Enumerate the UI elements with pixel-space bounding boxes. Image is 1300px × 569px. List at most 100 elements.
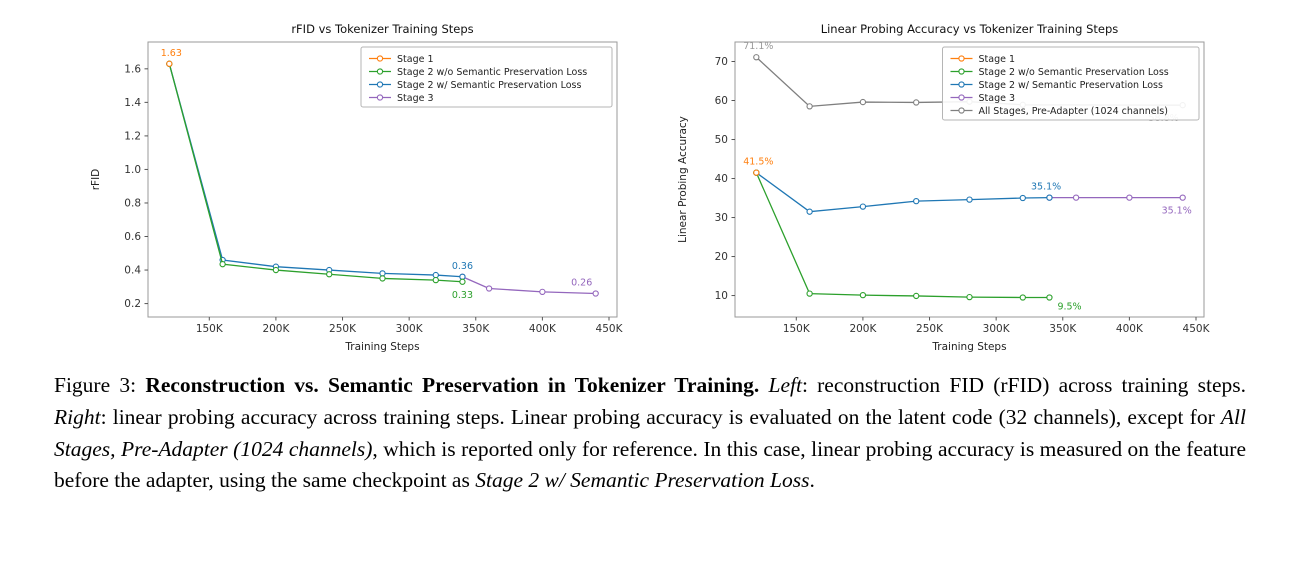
data-point-marker	[272, 266, 280, 274]
x-tick-label: 150K	[783, 323, 811, 335]
series-stage-2-w-semantic-preservation-loss	[753, 169, 1053, 215]
point-annotation: 1.63	[161, 48, 182, 59]
data-point-marker	[1019, 194, 1026, 202]
data-point-marker	[966, 293, 973, 301]
legend-marker-icon	[958, 55, 965, 62]
data-point-marker	[326, 271, 333, 278]
data-point-marker	[859, 203, 867, 210]
legend-label: Stage 2 w/ Semantic Preservation Loss	[979, 80, 1163, 91]
x-tick-label: 450K	[1183, 323, 1211, 335]
y-tick-label: 1.0	[124, 164, 141, 176]
y-tick-label: 50	[715, 134, 728, 146]
x-tick-label: 450K	[596, 323, 624, 335]
legend-marker-icon	[376, 55, 384, 62]
point-annotation: 9.5%	[1057, 301, 1081, 312]
y-tick-label: 70	[715, 56, 728, 68]
legend-box	[942, 46, 1200, 121]
y-tick-label: 1.2	[124, 130, 141, 142]
point-annotation: 35.1%	[1162, 206, 1192, 217]
legend: Stage 1 Stage 2 w/o Semantic Preservation…	[360, 46, 613, 108]
axes: 150K 200K 250K 300K 350K 400K 450K 0.2 0.4 0.6 0.8…	[90, 22, 624, 353]
x-tick-label: 200K	[262, 323, 290, 335]
x-axis-label: Training Steps	[344, 341, 419, 353]
caption-segment: Reconstruction vs. Semantic Preservation…	[145, 373, 760, 397]
legend-label: Stage 3	[979, 93, 1016, 104]
y-tick-label: 1.6	[124, 63, 141, 75]
legend-marker-icon	[958, 107, 965, 114]
figure-caption: Figure 3: Reconstruction vs. Semantic Pr…	[54, 370, 1246, 497]
series-stage-1	[166, 60, 173, 67]
legend-marker-icon	[958, 81, 965, 88]
legend: Stage 1 Stage 2 w/o Semantic Preservation…	[942, 46, 1200, 121]
legend-marker-icon	[376, 81, 384, 88]
y-tick-label: 60	[715, 95, 728, 107]
data-point-marker	[966, 196, 973, 203]
y-axis-label: Linear Probing Accuracy	[677, 116, 689, 243]
x-tick-label: 250K	[916, 323, 944, 335]
series-stage-1	[753, 169, 760, 176]
caption-segment	[759, 373, 768, 397]
data-point-marker	[166, 60, 173, 67]
data-point-marker	[806, 208, 813, 215]
legend-box	[360, 46, 613, 108]
caption-segment: Right	[54, 404, 101, 429]
caption-segment: : reconstruction FID (rFID) across train…	[801, 373, 1247, 397]
data-point-marker	[432, 271, 439, 279]
data-point-marker	[859, 98, 867, 106]
point-annotation: 0.26	[571, 278, 592, 289]
data-point-marker	[913, 197, 920, 205]
data-point-marker	[1072, 194, 1080, 201]
linear-probing-chart: 150K 200K 250K 300K 350K 400K 450K 10 20 30 40 50 60…	[677, 22, 1211, 353]
y-tick-label: 0.2	[124, 298, 141, 310]
series-stage-2-w-o-semantic-preservation-loss	[753, 169, 1053, 301]
x-tick-label: 350K	[462, 323, 490, 335]
y-tick-label: 0.6	[124, 231, 141, 243]
legend-marker-icon	[376, 94, 384, 101]
series-group	[166, 60, 599, 297]
legend-label: Stage 3	[397, 93, 434, 104]
point-annotation: 71.1%	[743, 41, 773, 52]
x-tick-label: 350K	[1049, 323, 1077, 335]
legend-label: Stage 2 w/ Semantic Preservation Loss	[397, 80, 581, 91]
data-point-marker	[1019, 294, 1026, 301]
axes: 150K 200K 250K 300K 350K 400K 450K 10 20 30 40 50 60…	[677, 22, 1211, 353]
legend-marker-icon	[958, 94, 965, 101]
caption-segment: : linear probing accuracy across trainin…	[100, 404, 1221, 429]
point-annotation: 41.5%	[743, 157, 773, 168]
data-point-marker	[1179, 194, 1186, 201]
rfid-chart: 150K 200K 250K 300K 350K 400K 450K 0.2 0.4 0.6 0.8…	[90, 22, 624, 353]
data-point-marker	[753, 54, 760, 61]
data-point-marker	[539, 288, 546, 295]
point-annotation: 0.36	[452, 261, 473, 272]
legend-label: Stage 2 w/o Semantic Preservation Loss	[397, 67, 587, 78]
y-tick-label: 10	[715, 290, 728, 302]
data-point-marker	[859, 292, 867, 299]
y-tick-label: 40	[715, 173, 728, 185]
point-annotation: 35.1%	[1031, 182, 1061, 193]
data-point-marker	[1126, 194, 1133, 201]
y-tick-label: 1.4	[124, 97, 141, 109]
y-tick-label: 0.8	[124, 197, 141, 209]
data-point-marker	[1046, 294, 1053, 301]
data-point-marker	[459, 273, 466, 280]
data-point-marker	[913, 99, 920, 106]
legend-label: All Stages, Pre-Adapter (1024 channels)	[979, 106, 1168, 117]
y-tick-label: 20	[715, 251, 728, 263]
data-point-marker	[219, 261, 226, 268]
caption-segment: Figure 3:	[54, 373, 146, 397]
figure-3: 150K 200K 250K 300K 350K 400K 450K 0.2 0.4 0.6 0.8…	[90, 22, 1211, 353]
data-point-marker	[806, 290, 813, 297]
legend-label: Stage 1	[397, 54, 434, 65]
data-point-marker	[485, 285, 493, 292]
legend-label: Stage 2 w/o Semantic Preservation Loss	[979, 67, 1169, 78]
x-tick-label: 300K	[396, 323, 424, 335]
legend-marker-icon	[958, 68, 965, 75]
y-axis-label: rFID	[90, 169, 102, 191]
caption-segment: Left	[768, 373, 802, 397]
data-point-marker	[913, 292, 920, 300]
series-stage-3	[1046, 194, 1186, 201]
legend-marker-icon	[376, 68, 384, 75]
point-annotation: 0.33	[452, 290, 473, 301]
caption-segment: All Stages, Pre-Adapter (1024 channels)	[54, 404, 1246, 461]
data-point-marker	[432, 276, 439, 284]
